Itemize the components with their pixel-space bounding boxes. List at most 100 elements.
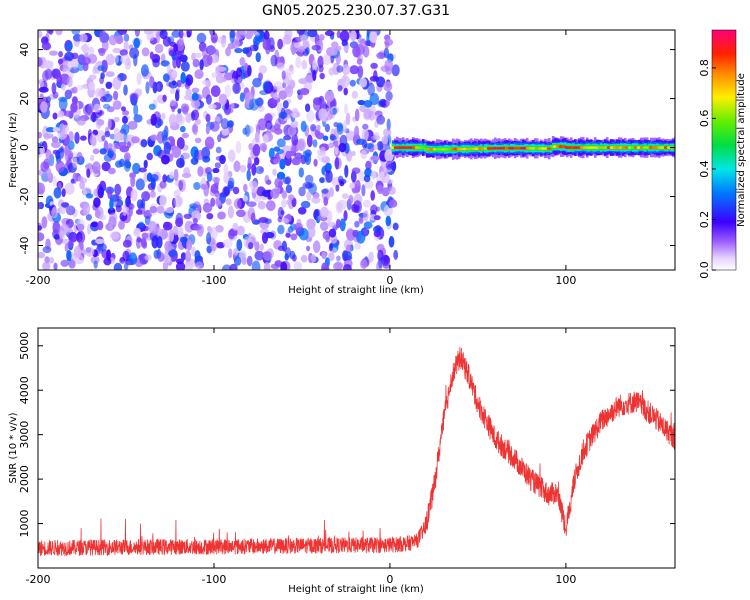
- noise-blob: [205, 125, 210, 135]
- noise-blob: [186, 239, 193, 251]
- noise-blob: [354, 108, 360, 122]
- noise-blob: [68, 231, 78, 243]
- noise-blob: [376, 243, 385, 253]
- noise-blob: [128, 252, 138, 265]
- noise-blob: [160, 60, 170, 67]
- noise-blob: [254, 157, 260, 166]
- noise-blob: [370, 204, 378, 215]
- noise-blob: [254, 250, 265, 261]
- y-tick-label: -40: [18, 237, 31, 255]
- noise-blob: [293, 261, 303, 270]
- noise-blob: [254, 35, 262, 42]
- noise-blob: [196, 32, 207, 44]
- noise-blob: [312, 59, 317, 72]
- noise-blob: [76, 84, 85, 91]
- noise-blob: [266, 179, 272, 185]
- spectrogram-frame: [37, 29, 676, 271]
- noise-blob: [194, 69, 204, 80]
- y-tick-label: 3000: [18, 421, 31, 449]
- noise-blob: [249, 44, 259, 52]
- noise-blob: [193, 182, 201, 190]
- noise-blob: [129, 47, 140, 59]
- noise-blob: [194, 118, 201, 125]
- noise-blob: [316, 124, 321, 131]
- noise-blob: [340, 75, 351, 88]
- noise-blob: [180, 252, 187, 261]
- noise-blob: [357, 65, 364, 79]
- noise-blob: [364, 180, 374, 189]
- noise-blob: [310, 254, 317, 263]
- noise-blob: [99, 30, 108, 44]
- noise-blob: [55, 150, 61, 160]
- noise-blob: [115, 205, 122, 213]
- noise-blob: [38, 202, 41, 210]
- noise-blob: [336, 65, 344, 73]
- noise-blob: [305, 103, 311, 112]
- noise-blob: [217, 134, 222, 143]
- noise-blob: [71, 30, 81, 35]
- noise-blob: [205, 94, 212, 105]
- noise-blob: [172, 225, 179, 236]
- noise-blob: [127, 120, 138, 130]
- noise-blob: [210, 32, 218, 44]
- noise-blob: [88, 74, 97, 80]
- noise-blob: [247, 65, 252, 77]
- noise-blob: [40, 101, 48, 113]
- noise-blob: [344, 164, 349, 178]
- noise-blob: [146, 32, 155, 42]
- noise-blob: [284, 85, 294, 98]
- noise-blob: [219, 154, 226, 165]
- noise-blob: [302, 181, 313, 190]
- noise-blob: [326, 162, 332, 171]
- noise-blob: [225, 198, 232, 206]
- noise-blob: [270, 188, 280, 199]
- noise-blob: [212, 167, 220, 174]
- noise-blob: [113, 133, 122, 142]
- noise-blob: [96, 119, 105, 126]
- noise-blob: [168, 81, 179, 89]
- noise-blob: [82, 189, 87, 196]
- noise-blob: [319, 177, 325, 184]
- noise-blob: [306, 191, 312, 201]
- noise-blob: [337, 199, 348, 210]
- noise-blob: [123, 159, 131, 172]
- noise-blob: [133, 114, 143, 123]
- noise-blob: [327, 142, 335, 149]
- noise-blob: [135, 209, 143, 215]
- noise-blob: [281, 70, 286, 80]
- noise-blob: [128, 206, 133, 217]
- noise-blob: [123, 33, 130, 42]
- noise-blob: [150, 134, 158, 141]
- noise-blob: [163, 141, 171, 155]
- noise-blob: [92, 161, 101, 174]
- noise-blob: [287, 194, 295, 201]
- noise-blob: [246, 169, 251, 182]
- noise-blob: [306, 110, 315, 123]
- noise-blob: [218, 93, 228, 105]
- noise-blob: [216, 66, 227, 72]
- noise-blob: [272, 168, 277, 176]
- noise-blob: [66, 250, 72, 262]
- noise-blob: [189, 203, 199, 209]
- noise-blob: [343, 210, 348, 222]
- noise-blob: [354, 242, 361, 250]
- noise-blob: [180, 236, 185, 243]
- noise-blob: [222, 238, 233, 248]
- noise-blob: [223, 163, 229, 176]
- noise-blob: [201, 146, 211, 160]
- noise-blob: [42, 261, 51, 270]
- noise-blob: [194, 137, 202, 144]
- noise-blob: [236, 239, 243, 252]
- noise-blob: [292, 254, 297, 262]
- noise-blob: [298, 228, 309, 241]
- noise-blob: [204, 136, 215, 150]
- x-tick-label: -100: [201, 274, 226, 287]
- noise-blob: [391, 64, 400, 77]
- noise-blob: [262, 39, 271, 51]
- noise-blob: [259, 243, 264, 251]
- noise-blob: [119, 49, 128, 57]
- carrier-peak: [420, 146, 426, 149]
- noise-blob: [109, 197, 114, 211]
- noise-blob: [221, 264, 232, 270]
